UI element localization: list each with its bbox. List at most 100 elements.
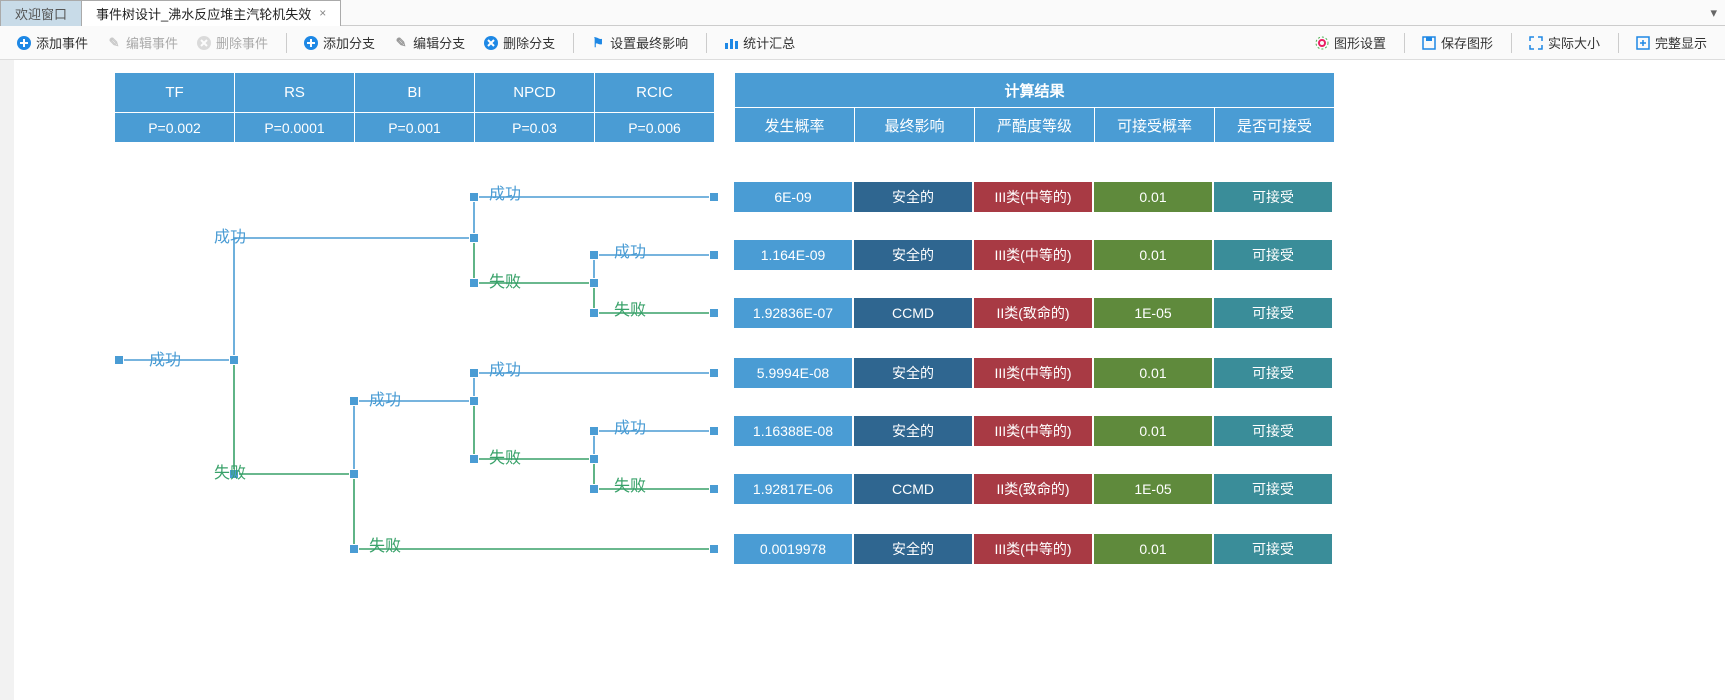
results-col-header: 是否可接受 <box>1215 108 1335 143</box>
del-branch-button[interactable]: 删除分支 <box>475 31 563 54</box>
tree-node-handle[interactable] <box>709 484 719 494</box>
tree-node-handle[interactable] <box>709 250 719 260</box>
button-label: 添加事件 <box>36 33 88 52</box>
edit-branch-button[interactable]: ✎编辑分支 <box>385 31 473 54</box>
toolbar-separator <box>286 33 287 53</box>
results-col-header: 发生概率 <box>735 108 855 143</box>
header-col-prob: P=0.002 <box>115 113 235 143</box>
tree-node-handle[interactable] <box>709 192 719 202</box>
close-icon[interactable]: × <box>319 6 326 20</box>
tree-node-handle[interactable] <box>469 192 479 202</box>
branch-success-label[interactable]: 成功 <box>614 238 646 262</box>
tree-node-handle[interactable] <box>589 278 599 288</box>
tree-node-handle[interactable] <box>114 355 124 365</box>
result-row[interactable]: 0.0019978安全的III类(中等的)0.01可接受 <box>734 534 1332 564</box>
result-row[interactable]: 5.9994E-08安全的III类(中等的)0.01可接受 <box>734 358 1332 388</box>
result-cell-sev: III类(中等的) <box>974 416 1092 446</box>
branch-fail-label[interactable]: 失败 <box>614 296 646 320</box>
branch-fail-label[interactable]: 失败 <box>489 268 521 292</box>
result-cell-prob: 1.16388E-08 <box>734 416 852 446</box>
tree-node-handle[interactable] <box>469 233 479 243</box>
tree-node-handle[interactable] <box>469 454 479 464</box>
tree-node-handle[interactable] <box>709 544 719 554</box>
result-row[interactable]: 1.92836E-07CCMDII类(致命的)1E-05可接受 <box>734 298 1332 328</box>
header-col-name[interactable]: RS <box>235 73 355 113</box>
header-col-name[interactable]: NPCD <box>475 73 595 113</box>
button-label: 设置最终影响 <box>610 33 688 52</box>
result-cell-impact: 安全的 <box>854 182 972 212</box>
results-header-table: 计算结果发生概率最终影响严酷度等级可接受概率是否可接受 <box>734 72 1335 143</box>
branch-success-label[interactable]: 成功 <box>614 414 646 438</box>
stat-icon <box>723 35 739 51</box>
tree-node-handle[interactable] <box>589 484 599 494</box>
branch-fail-label[interactable]: 失败 <box>614 472 646 496</box>
result-row[interactable]: 6E-09安全的III类(中等的)0.01可接受 <box>734 182 1332 212</box>
save-gfx-button[interactable]: 保存图形 <box>1413 31 1501 54</box>
tree-node-handle[interactable] <box>229 355 239 365</box>
result-cell-accept: 可接受 <box>1214 240 1332 270</box>
delb-icon <box>483 35 499 51</box>
branch-success-label[interactable]: 成功 <box>369 386 401 410</box>
tree-node-handle[interactable] <box>349 469 359 479</box>
tree-node-handle[interactable] <box>469 278 479 288</box>
button-label: 保存图形 <box>1441 33 1493 52</box>
result-cell-impact: CCMD <box>854 474 972 504</box>
result-row[interactable]: 1.92817E-06CCMDII类(致命的)1E-05可接受 <box>734 474 1332 504</box>
toolbar-separator <box>706 33 707 53</box>
branch-fail-label[interactable]: 失败 <box>214 459 246 483</box>
result-cell-prob: 6E-09 <box>734 182 852 212</box>
add-event-button[interactable]: 添加事件 <box>8 31 96 54</box>
flag-icon: ⚑ <box>590 35 606 51</box>
result-cell-accprob: 0.01 <box>1094 534 1212 564</box>
header-col-name[interactable]: TF <box>115 73 235 113</box>
event-header-table: TFRSBINPCDRCICP=0.002P=0.0001P=0.001P=0.… <box>114 72 715 143</box>
branch-success-label[interactable]: 成功 <box>149 346 181 370</box>
tree-node-handle[interactable] <box>709 368 719 378</box>
header-col-prob: P=0.001 <box>355 113 475 143</box>
tree-node-handle[interactable] <box>349 396 359 406</box>
tree-node-handle[interactable] <box>469 396 479 406</box>
result-cell-sev: III类(中等的) <box>974 182 1092 212</box>
actual-size-button[interactable]: 实际大小 <box>1520 31 1608 54</box>
result-cell-sev: III类(中等的) <box>974 534 1092 564</box>
branch-success-label[interactable]: 成功 <box>489 356 521 380</box>
result-cell-impact: 安全的 <box>854 534 972 564</box>
result-row[interactable]: 1.16388E-08安全的III类(中等的)0.01可接受 <box>734 416 1332 446</box>
add-branch-button[interactable]: 添加分支 <box>295 31 383 54</box>
button-label: 实际大小 <box>1548 33 1600 52</box>
gfx-settings-button[interactable]: 图形设置 <box>1306 31 1394 54</box>
tab-label: 事件树设计_沸水反应堆主汽轮机失效 <box>96 4 311 23</box>
branch-success-label[interactable]: 成功 <box>214 223 246 247</box>
stats-button[interactable]: 统计汇总 <box>715 31 803 54</box>
tab-dropdown-icon[interactable]: ▾ <box>1702 5 1725 21</box>
tab-1[interactable]: 事件树设计_沸水反应堆主汽轮机失效 × <box>81 0 341 26</box>
tree-node-handle[interactable] <box>589 454 599 464</box>
fit-icon <box>1528 35 1544 51</box>
diagram-canvas[interactable]: TFRSBINPCDRCICP=0.002P=0.0001P=0.001P=0.… <box>0 60 1725 700</box>
button-label: 编辑分支 <box>413 33 465 52</box>
tree-node-handle[interactable] <box>589 250 599 260</box>
tree-node-handle[interactable] <box>589 426 599 436</box>
header-col-name[interactable]: BI <box>355 73 475 113</box>
tree-node-handle[interactable] <box>589 308 599 318</box>
set-final-button[interactable]: ⚑设置最终影响 <box>582 31 696 54</box>
tree-node-handle[interactable] <box>709 308 719 318</box>
results-col-header: 严酷度等级 <box>975 108 1095 143</box>
full-display-button[interactable]: 完整显示 <box>1627 31 1715 54</box>
header-col-name[interactable]: RCIC <box>595 73 715 113</box>
toolbar-separator <box>1404 33 1405 53</box>
tab-0[interactable]: 欢迎窗口 <box>0 0 82 26</box>
tree-node-handle[interactable] <box>709 426 719 436</box>
branch-fail-label[interactable]: 失败 <box>369 532 401 556</box>
edit-event-button: ✎编辑事件 <box>98 31 186 54</box>
branch-fail-label[interactable]: 失败 <box>489 444 521 468</box>
branch-success-label[interactable]: 成功 <box>489 180 521 204</box>
result-cell-prob: 1.164E-09 <box>734 240 852 270</box>
button-label: 删除分支 <box>503 33 555 52</box>
result-cell-accprob: 1E-05 <box>1094 474 1212 504</box>
result-cell-sev: III类(中等的) <box>974 358 1092 388</box>
tree-node-handle[interactable] <box>349 544 359 554</box>
tree-node-handle[interactable] <box>469 368 479 378</box>
result-row[interactable]: 1.164E-09安全的III类(中等的)0.01可接受 <box>734 240 1332 270</box>
toolbar: 添加事件✎编辑事件删除事件添加分支✎编辑分支删除分支⚑设置最终影响统计汇总 图形… <box>0 26 1725 60</box>
